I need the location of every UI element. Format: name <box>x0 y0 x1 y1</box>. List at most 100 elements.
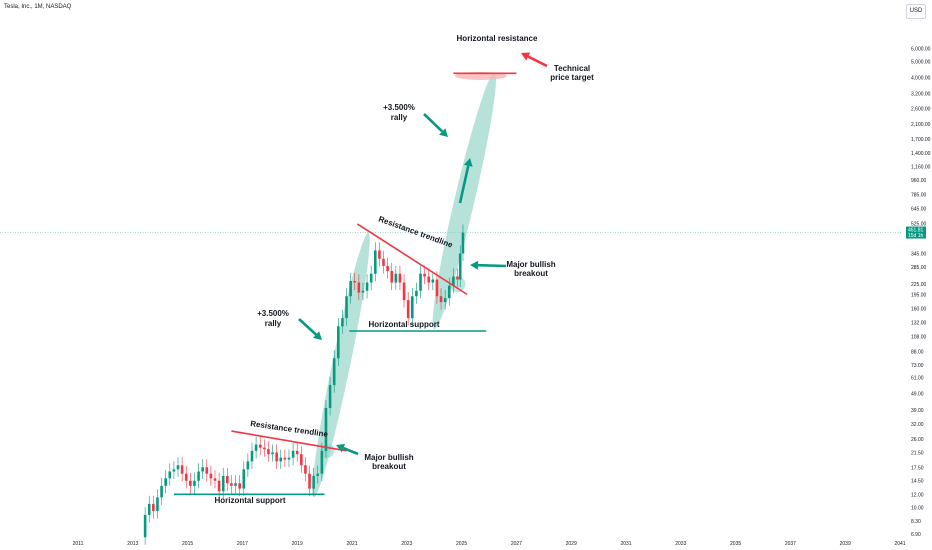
candle-body <box>242 469 246 489</box>
candle-body <box>275 452 278 462</box>
y-tick-label: 4,000.00 <box>911 76 931 82</box>
x-tick-label: 2029 <box>566 541 577 547</box>
y-tick-label: 645.00 <box>911 207 927 213</box>
y-tick-label: 108.00 <box>911 335 927 341</box>
candle-body <box>456 276 459 280</box>
y-tick-label: 285.00 <box>911 265 927 271</box>
x-tick-label: 2033 <box>675 541 686 547</box>
x-tick-label: 2039 <box>840 541 851 547</box>
candle-body <box>461 232 465 254</box>
candle-body <box>164 478 167 486</box>
last-price-value: 461.81 <box>908 228 924 234</box>
candle-body <box>419 273 422 291</box>
candle-body <box>152 503 155 512</box>
y-axis: 6,000.00 5,000.00 4,000.00 3,200.00 2,600.00… <box>906 47 931 538</box>
y-tick-label: 160.00 <box>911 307 927 313</box>
candle-body <box>320 450 324 474</box>
candle-body <box>156 497 159 512</box>
x-axis: 2011 2013 2015 2017 2019 2021 2023 2025 2027 2029… <box>73 541 906 547</box>
y-tick-label: 5,000.00 <box>911 60 931 66</box>
candle-body <box>205 467 209 474</box>
breakout-arrow-lower <box>336 443 359 456</box>
rally-label-lower: +3.500% <box>257 309 289 318</box>
candle-body <box>209 473 213 479</box>
y-tick-label: 12.00 <box>911 492 924 498</box>
candle-body <box>369 273 373 283</box>
candle-body <box>349 280 352 297</box>
candle-body <box>267 449 270 455</box>
candles-group <box>143 224 465 545</box>
technical-target-label: Technical <box>554 64 590 73</box>
candle-body <box>308 473 311 489</box>
chart-header-symbol: Tesla, Inc., 1M, NASDAQ <box>4 4 72 10</box>
candle-body <box>176 465 180 470</box>
y-tick-label: 49.00 <box>911 391 924 397</box>
y-tick-label: 61.00 <box>911 376 924 382</box>
x-tick-label: 2011 <box>73 541 84 547</box>
candle-body <box>431 279 435 283</box>
arrow-shaft <box>477 263 507 268</box>
candle-body <box>189 480 192 486</box>
resistance-trendline-lower <box>231 430 347 452</box>
arrow-head <box>463 158 473 167</box>
candle-body <box>324 407 328 451</box>
y-tick-label: 1,160.00 <box>911 164 931 170</box>
arrow-shaft <box>298 318 317 336</box>
major-breakout-label-lower: Major bullish <box>364 453 413 462</box>
candle-body <box>423 273 426 277</box>
breakout-arrow-upper <box>470 260 507 270</box>
candle-body <box>452 276 455 286</box>
y-tick-label: 88.00 <box>911 349 924 355</box>
x-tick-label: 2017 <box>237 541 248 547</box>
candle-body <box>328 385 332 408</box>
y-tick-label: 2,600.00 <box>911 107 931 113</box>
rally-ellipse-upper <box>432 72 497 330</box>
candle-body <box>230 483 233 486</box>
arrow-head <box>313 331 322 340</box>
candle-body <box>271 452 274 455</box>
horizontal-support-label-upper: Horizontal support <box>368 320 439 329</box>
candle-body <box>312 475 315 489</box>
arrow-head <box>336 443 346 453</box>
candle-body <box>332 358 336 386</box>
candle-body <box>193 480 196 486</box>
candle-body <box>226 475 229 484</box>
horizontal-support-label-lower: Horizontal support <box>214 496 285 505</box>
candle-body <box>283 457 287 460</box>
technical-target-label-2: price target <box>550 73 594 82</box>
candle-body <box>263 447 266 450</box>
arrow-head <box>470 260 479 270</box>
major-breakout-label-upper: Major bullish <box>506 260 555 269</box>
currency-button[interactable]: USD <box>906 4 926 19</box>
x-tick-label: 2027 <box>511 541 522 547</box>
major-breakout-label-lower-2: breakout <box>372 462 406 471</box>
candle-body <box>295 450 299 455</box>
candle-body <box>365 282 369 291</box>
major-breakout-label-upper-2: breakout <box>514 269 548 278</box>
candle-body <box>197 471 200 481</box>
candle-body <box>439 296 443 303</box>
y-tick-label: 39.00 <box>911 408 924 414</box>
rally-label-lower-2: rally <box>265 319 282 328</box>
x-tick-label: 2025 <box>456 541 467 547</box>
arrow-shaft <box>423 113 444 133</box>
candle-body <box>406 300 410 319</box>
y-tick-label: 6,000.00 <box>911 47 931 53</box>
candle-body <box>458 253 462 280</box>
candle-body <box>382 258 385 266</box>
candle-body <box>279 457 283 462</box>
y-tick-label: 32.00 <box>911 422 924 428</box>
candle-body <box>415 290 418 297</box>
y-tick-label: 21.50 <box>911 450 924 456</box>
candle-body <box>410 296 414 319</box>
candle-body <box>378 250 381 259</box>
target-arrow <box>521 52 548 68</box>
candle-body <box>402 282 406 301</box>
candle-body <box>304 465 307 474</box>
candle-body <box>443 298 447 303</box>
candle-body <box>217 480 221 492</box>
y-tick-label: 8.30 <box>911 519 921 525</box>
resistance-trendline-upper <box>357 223 468 296</box>
rally-arrow-lower <box>298 318 322 340</box>
